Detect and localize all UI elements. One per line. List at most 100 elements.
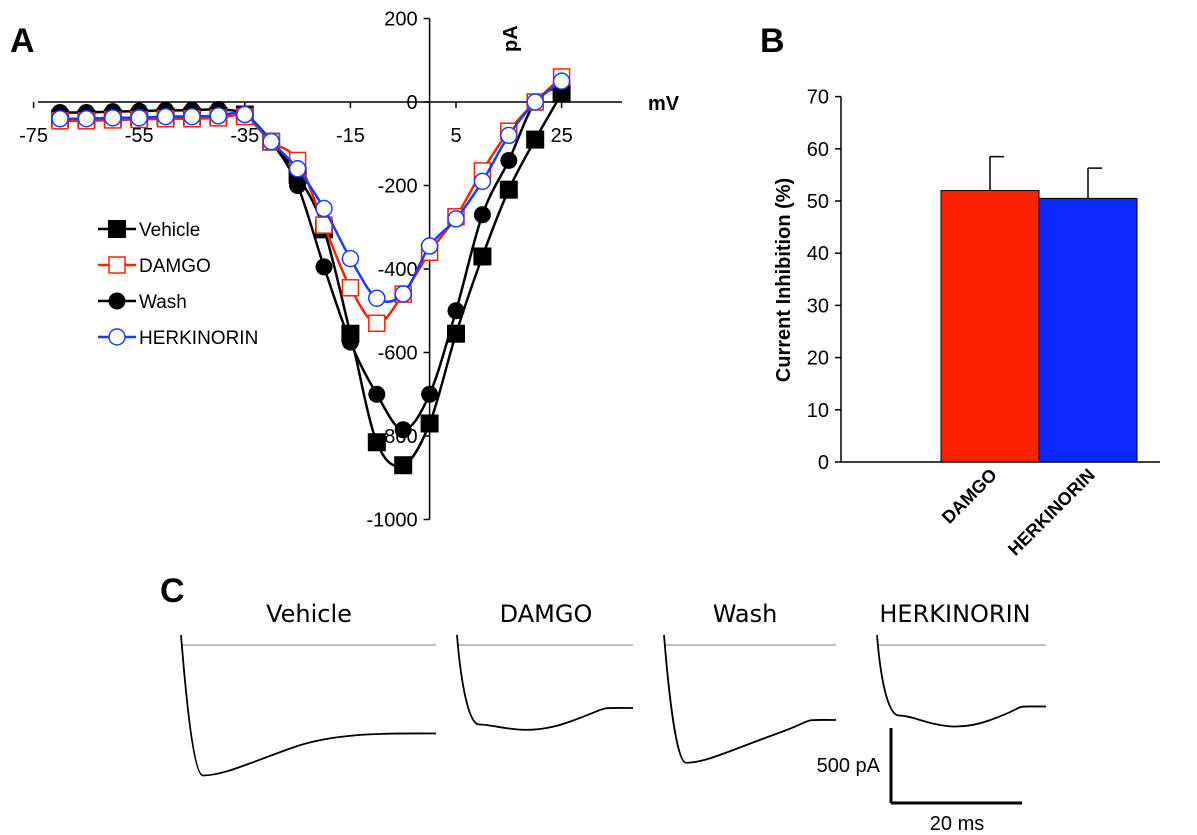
legend-item-herkinorin: HERKINORIN	[98, 328, 258, 349]
legend-marker-damgo	[108, 256, 126, 274]
data-point-damgo	[368, 314, 386, 333]
trace-title-wash: Wash	[713, 600, 778, 628]
panel-c-scale-bar: 500 pA 20 ms	[817, 728, 1022, 835]
category-label-herkinorin: HERKINORIN	[1004, 465, 1099, 560]
legend-label-damgo: DAMGO	[139, 256, 211, 277]
legend-marker-wash	[108, 292, 126, 310]
panel-a-series	[51, 68, 571, 475]
data-point-herkinorin	[104, 109, 122, 127]
panel-b-y-tick-label: 0	[818, 452, 829, 474]
data-point-herkinorin	[288, 160, 307, 178]
category-label-damgo: DAMGO	[938, 465, 1001, 528]
scale-bar-time-label: 20 ms	[930, 813, 984, 835]
data-point-herkinorin	[341, 249, 360, 268]
panel-a-y-tick-label: -200	[378, 176, 418, 198]
data-point-herkinorin	[262, 132, 280, 151]
data-point-wash	[447, 302, 465, 320]
data-point-herkinorin	[130, 109, 148, 127]
series-herkinorin	[51, 72, 571, 307]
panel-a-y-tick-label: -600	[378, 343, 418, 365]
bar-herkinorin	[1038, 197, 1138, 463]
data-point-vehicle	[499, 180, 518, 199]
legend-label-herkinorin: HERKINORIN	[139, 328, 258, 349]
panel-a-x-axis-label: mV	[648, 93, 680, 115]
legend-marker-herkinorin	[108, 328, 126, 346]
panel-a-x-tick-label: -55	[125, 125, 154, 147]
panel-b-bars: DAMGO HERKINORIN	[938, 155, 1138, 560]
panel-a-x-tick-label: -75	[19, 125, 48, 147]
panel-a-axes	[32, 17, 622, 521]
legend-item-damgo: DAMGO	[98, 256, 211, 277]
legend-item-wash: Wash	[98, 292, 187, 313]
data-point-herkinorin	[183, 107, 201, 126]
panel-b-y-tick-label: 30	[807, 295, 829, 317]
data-point-vehicle	[367, 433, 386, 452]
data-point-herkinorin	[473, 172, 492, 191]
panel-a-y-tick-label: 200	[384, 9, 417, 31]
trace-title-damgo: DAMGO	[500, 600, 593, 628]
panel-b-y-tick-label: 50	[807, 191, 829, 213]
data-point-herkinorin	[368, 289, 386, 307]
panel-a-y-axis-label: pA	[500, 25, 522, 52]
legend-label-vehicle: Vehicle	[139, 220, 200, 241]
panel-a-x-tick-label: -15	[336, 125, 365, 147]
legend-label-wash: Wash	[139, 292, 187, 313]
data-point-herkinorin	[500, 126, 518, 145]
data-point-herkinorin	[77, 109, 96, 128]
data-point-herkinorin	[526, 93, 544, 111]
panel-b-y-tick-label: 60	[807, 139, 829, 161]
data-point-wash	[394, 421, 412, 439]
data-point-vehicle	[420, 414, 439, 433]
data-point-vehicle	[394, 456, 413, 475]
trace-title-herkinorin: HERKINORIN	[879, 600, 1030, 628]
data-point-herkinorin	[447, 210, 465, 228]
panel-c-traces: Vehicle DAMGO Wash HERKINORIN	[180, 600, 1047, 777]
data-point-wash	[341, 333, 359, 351]
data-point-herkinorin	[209, 107, 228, 125]
data-point-wash	[421, 385, 439, 403]
trace-current-herkinorin	[876, 634, 1047, 728]
trace-current-vehicle	[180, 634, 437, 777]
panel-a-y-tick-label: 0	[406, 92, 417, 114]
data-point-herkinorin	[315, 199, 333, 218]
data-point-wash	[315, 258, 333, 276]
panel-a-y-tick-label: -1000	[366, 510, 417, 532]
trace-vehicle: Vehicle	[180, 600, 437, 777]
data-point-herkinorin	[156, 107, 175, 126]
data-point-damgo	[341, 279, 360, 297]
trace-damgo: DAMGO	[456, 600, 634, 731]
data-point-herkinorin	[236, 105, 254, 124]
bar-damgo	[940, 190, 1040, 463]
panel-a-x-tick-label: 25	[550, 125, 572, 147]
data-point-wash	[500, 151, 518, 169]
panel-b-y-axis-label: Current Inhibition (%)	[773, 178, 795, 382]
panel-a-y-tick-label: -400	[378, 259, 418, 281]
panel-c-letter: C	[160, 572, 185, 610]
data-point-wash	[289, 177, 307, 194]
trace-current-wash	[663, 634, 837, 764]
panel-c-current-traces: C Vehicle DAMGO Wash HERKINORIN 500 pA 20 m…	[160, 572, 1047, 835]
trace-title-vehicle: Vehicle	[266, 600, 352, 628]
data-point-herkinorin	[51, 109, 69, 128]
data-point-vehicle	[473, 247, 492, 266]
trace-herkinorin: HERKINORIN	[876, 600, 1047, 728]
legend-item-vehicle: Vehicle	[98, 220, 200, 241]
panel-a-iv-curve: A -75 -55 -35 -15 5 252000-200-400-600-800-10…	[10, 9, 680, 532]
panel-b-bar-chart: B 0 10 20 30 40 50 60 70 DAMGO HERKINORIN Curren…	[760, 22, 1160, 559]
data-point-herkinorin	[420, 237, 439, 255]
data-point-wash	[473, 206, 491, 224]
panel-b-y-tick-label: 20	[807, 348, 829, 370]
panel-a-x-tick-label: 5	[450, 125, 461, 147]
data-point-vehicle	[526, 130, 545, 149]
panel-a-legend: Vehicle DAMGO Wash HERKINORIN	[98, 220, 258, 349]
trace-wash: Wash	[663, 600, 837, 764]
panel-b-y-tick-label: 10	[807, 400, 829, 422]
data-point-herkinorin	[552, 72, 571, 90]
scale-bar-current-label: 500 pA	[817, 755, 881, 777]
legend-marker-vehicle	[108, 220, 126, 238]
panel-a-x-tick-label: -35	[230, 125, 259, 147]
panel-b-y-tick-label: 40	[807, 243, 829, 265]
data-point-wash	[368, 385, 386, 403]
